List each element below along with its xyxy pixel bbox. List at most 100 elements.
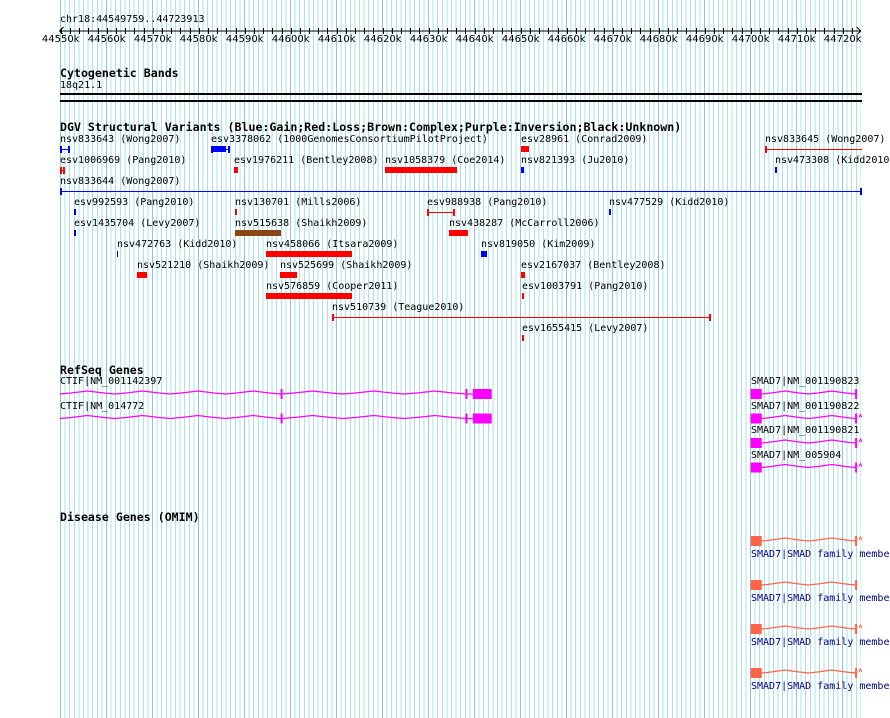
variant-label[interactable]: esv992593 (Pang2010): [74, 197, 195, 208]
variant-bar[interactable]: [116, 251, 119, 257]
variant-label[interactable]: esv1435704 (Levy2007): [74, 218, 201, 229]
variant-label[interactable]: nsv130701 (Mills2006): [235, 197, 362, 208]
variant-label[interactable]: esv1003791 (Pang2010): [522, 281, 649, 292]
variant-label[interactable]: nsv821393 (Ju2010): [521, 155, 630, 166]
cytoband-line: [60, 93, 862, 95]
gene-intron-line: [750, 439, 857, 444]
variant-bar[interactable]: [74, 209, 76, 215]
variant-span-line[interactable]: [332, 317, 712, 318]
gene-continues-icon: [858, 667, 863, 673]
track-divider: [60, 100, 862, 102]
variant-span-line[interactable]: [59, 191, 862, 192]
variant-label[interactable]: nsv473308 (Kidd2010): [775, 155, 890, 166]
variant-bar[interactable]: [235, 209, 237, 215]
gene-intron-line: [750, 669, 857, 674]
ruler-tick-label: 44580k: [179, 34, 218, 45]
variant-end-tick: [62, 167, 65, 174]
variant-bar[interactable]: [212, 146, 226, 152]
gene-label[interactable]: SMAD7|NM_005904: [751, 449, 842, 461]
cytoband-label[interactable]: 18q21.1: [60, 80, 103, 91]
variant-bar[interactable]: [481, 251, 488, 257]
gene-intron-line: [750, 414, 857, 420]
variant-bar[interactable]: [521, 272, 525, 278]
ruler-tick-label: 44660k: [547, 34, 586, 45]
variant-bar[interactable]: [522, 335, 524, 341]
gene-exon: [855, 624, 858, 634]
variant-label[interactable]: nsv477529 (Kidd2010): [609, 197, 730, 208]
gene-exon: [855, 536, 858, 546]
variant-label[interactable]: esv1976211 (Bentley2008): [234, 155, 379, 166]
variant-label[interactable]: nsv833645 (Wong2007): [765, 134, 886, 145]
gene-label[interactable]: SMAD7|NM_001190821: [751, 425, 860, 436]
variant-label[interactable]: nsv1058379 (Coe2014): [385, 155, 506, 166]
variant-label[interactable]: nsv510739 (Teague2010): [332, 302, 465, 313]
variant-start-tick: [59, 188, 62, 195]
variant-bar[interactable]: [235, 230, 282, 236]
ruler-tick-label: 44650k: [501, 34, 540, 45]
gene-label[interactable]: SMAD7|NM_001190823: [751, 376, 860, 387]
variant-bar[interactable]: [609, 209, 611, 215]
gene-exon: [855, 389, 858, 399]
gene-intron-line: [750, 581, 857, 586]
disease-gene-label[interactable]: SMAD7|SMAD family member: [751, 593, 890, 604]
variant-label[interactable]: nsv515638 (Shaikh2009): [235, 218, 368, 229]
variant-bar[interactable]: [74, 230, 76, 236]
gene-label[interactable]: CTIF|NM_014772: [60, 400, 145, 412]
variant-bar[interactable]: [385, 167, 458, 173]
variant-bar[interactable]: [521, 167, 524, 173]
disease-gene-label[interactable]: SMAD7|SMAD family member: [751, 637, 890, 648]
variant-bar[interactable]: [234, 167, 238, 173]
variant-bar[interactable]: [775, 167, 777, 173]
ruler-tick-label: 44640k: [455, 34, 494, 45]
variant-bar[interactable]: [265, 293, 352, 299]
disease-gene-label[interactable]: SMAD7|SMAD family member: [751, 681, 890, 692]
variant-label[interactable]: esv2167037 (Bentley2008): [521, 260, 666, 271]
variant-label[interactable]: nsv819050 (Kim2009): [481, 239, 596, 250]
variant-label[interactable]: esv28961 (Conrad2009): [521, 134, 648, 145]
variant-label[interactable]: nsv833643 (Wong2007): [60, 134, 181, 145]
variant-label[interactable]: esv3378062 (1000GenomesConsortiumPilotPr…: [211, 134, 488, 145]
variant-end-tick: [709, 314, 712, 321]
gene-exon: [750, 580, 762, 590]
variant-label[interactable]: esv1006969 (Pang2010): [60, 155, 187, 166]
variant-start-tick: [764, 146, 767, 153]
variant-label[interactable]: nsv521210 (Shaikh2009): [137, 260, 270, 271]
variant-label[interactable]: nsv472763 (Kidd2010): [117, 239, 238, 250]
gene-exon: [750, 624, 762, 634]
variant-label[interactable]: nsv438287 (McCarroll2006): [449, 218, 600, 229]
variant-span-line[interactable]: [764, 149, 862, 150]
variant-bar[interactable]: [280, 272, 298, 278]
gene-exon: [855, 462, 858, 473]
variant-label[interactable]: nsv458066 (Itsara2009): [266, 239, 399, 250]
gene-exon: [750, 389, 762, 399]
gene-label[interactable]: CTIF|NM_001142397: [60, 376, 163, 387]
disease-gene-label[interactable]: SMAD7|SMAD family member: [751, 549, 890, 560]
gene-exon: [280, 389, 283, 399]
gene-exon: [472, 413, 492, 424]
variant-bar[interactable]: [137, 272, 148, 278]
gene-label[interactable]: SMAD7|NM_001190822: [751, 400, 860, 412]
ruler-tick-label: 44570k: [133, 34, 172, 45]
variant-start-tick: [59, 167, 62, 174]
variant-label[interactable]: esv1655415 (Levy2007): [522, 323, 649, 334]
variant-label[interactable]: nsv525699 (Shaikh2009): [280, 260, 413, 271]
variant-span-line[interactable]: [426, 212, 455, 213]
variant-bar[interactable]: [521, 146, 529, 152]
ruler-tick-label: 44620k: [363, 34, 402, 45]
ruler-tick-label: 44610k: [317, 34, 356, 45]
variant-label[interactable]: nsv576859 (Cooper2011): [266, 281, 399, 292]
ruler-tick-label: 44700k: [731, 34, 770, 45]
variant-label[interactable]: nsv833644 (Wong2007): [60, 176, 181, 187]
variant-bar[interactable]: [265, 251, 352, 257]
refseq-track-title: RefSeq Genes: [60, 363, 144, 377]
variant-span-line[interactable]: [59, 149, 70, 150]
variant-end-tick: [227, 146, 230, 153]
ruler-tick-label: 44550k: [41, 34, 80, 45]
variant-bar[interactable]: [448, 230, 468, 236]
variant-bar[interactable]: [522, 293, 524, 299]
variant-label[interactable]: esv988938 (Pang2010): [427, 197, 548, 208]
variant-span-line[interactable]: [59, 170, 65, 171]
ruler[interactable]: 44550k 44560k 44570k 44580k 44590k 44600k 4461…: [0, 0, 890, 60]
ruler-tick-label: 44720k: [823, 34, 862, 45]
gene-continues-icon: [858, 437, 863, 443]
